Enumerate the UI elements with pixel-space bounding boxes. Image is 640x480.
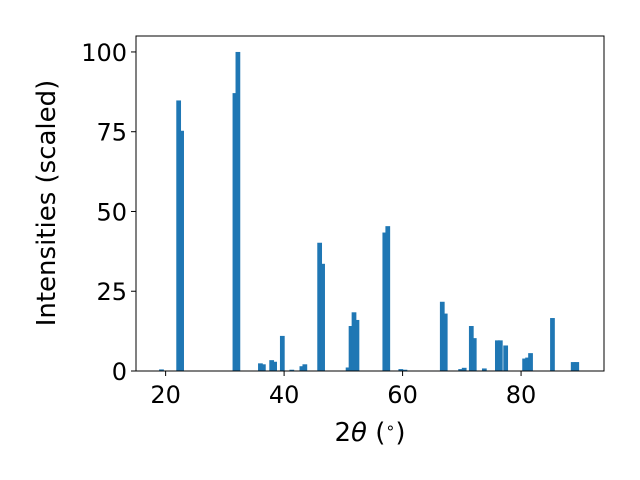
x-tick-label: 20 (150, 381, 181, 409)
bar (345, 367, 351, 371)
bar (320, 263, 325, 371)
bar (468, 326, 474, 371)
x-axis-label-unit: ( (367, 418, 385, 448)
bar (458, 369, 464, 371)
bar (235, 51, 241, 371)
bar (272, 361, 277, 371)
bar (382, 232, 388, 371)
bar (299, 366, 305, 371)
y-tick-label: 50 (96, 198, 127, 226)
bar (351, 312, 357, 371)
x-axis-label-degree: ∘ (385, 418, 395, 437)
bar (179, 130, 184, 371)
bar (260, 364, 266, 371)
bar (461, 367, 467, 371)
x-axis-label-theta: θ (351, 418, 367, 448)
bar (503, 345, 509, 371)
bar (398, 369, 404, 371)
bar (494, 340, 500, 371)
bar (574, 362, 580, 371)
bar (269, 360, 275, 371)
x-tick-label: 80 (506, 381, 537, 409)
bar (354, 319, 360, 371)
bar (528, 353, 533, 371)
bars-group (159, 51, 580, 371)
bar (385, 226, 391, 371)
y-ticks-group: 0 25 50 75 100 (81, 39, 136, 386)
x-axis-label-close: ) (395, 418, 405, 448)
bar (522, 358, 527, 371)
bar (348, 326, 354, 371)
y-tick-label: 100 (81, 39, 127, 67)
bar (570, 362, 576, 371)
bar (442, 313, 448, 371)
x-tick-label: 60 (387, 381, 418, 409)
bar (317, 242, 323, 371)
y-tick-label: 0 (112, 358, 127, 386)
x-ticks-group: 20 40 60 80 (150, 371, 536, 409)
bar (302, 364, 308, 371)
x-axis-label-prefix: 2 (334, 418, 351, 448)
bar (481, 368, 487, 371)
bar (258, 363, 263, 371)
y-axis-label: Intensities (scaled) (32, 80, 62, 327)
bar (232, 93, 238, 371)
bar (159, 369, 164, 371)
plot-frame (135, 35, 605, 372)
y-tick-label: 25 (96, 278, 127, 306)
bar (550, 318, 555, 371)
x-axis-label: 2θ (∘) (334, 418, 405, 448)
bar (471, 338, 477, 371)
bar (497, 340, 503, 371)
bar (176, 100, 182, 371)
bar (279, 335, 285, 371)
bar (439, 301, 445, 371)
bar (525, 357, 530, 371)
bar (402, 369, 408, 371)
bar (289, 369, 295, 371)
y-tick-label: 75 (96, 119, 127, 147)
x-tick-label: 40 (269, 381, 300, 409)
